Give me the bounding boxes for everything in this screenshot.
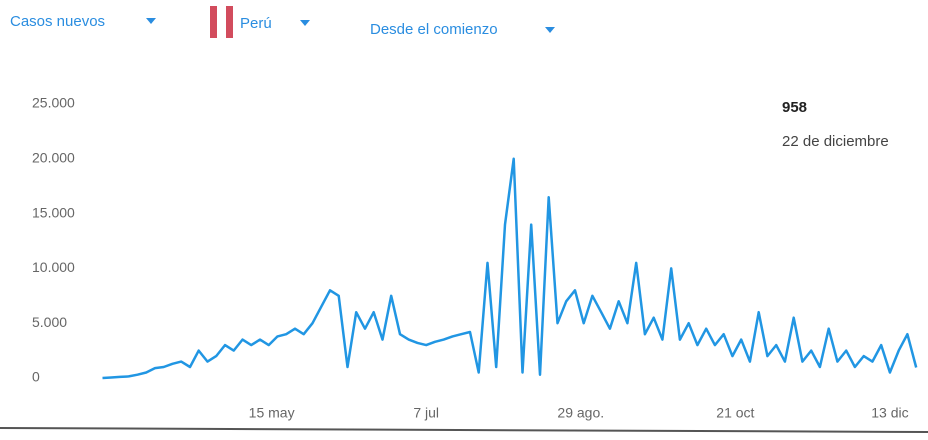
annotation-value: 958: [782, 99, 807, 116]
flag-stripe: [217, 6, 226, 38]
y-tick-label: 10.000: [32, 259, 75, 275]
x-tick-label: 15 may: [249, 405, 295, 421]
y-tick-label: 20.000: [32, 150, 75, 166]
dropdown-arrow: [300, 20, 310, 26]
flag-stripe: [226, 6, 233, 38]
x-tick-label: 13 dic: [871, 405, 908, 421]
country-label: Perú: [240, 15, 272, 32]
metric-label: Casos nuevos: [10, 13, 105, 30]
x-tick-label: 7 jul: [413, 405, 439, 421]
period-dropdown[interactable]: Desde el comienzo: [370, 21, 555, 38]
x-tick-label: 21 oct: [716, 405, 754, 421]
series-line: [102, 157, 918, 380]
flag-stripe: [210, 6, 217, 38]
y-tick-label: 25.000: [32, 95, 75, 111]
y-tick-label: 5.000: [32, 314, 67, 330]
annotation-date: 22 de diciembre: [782, 133, 889, 150]
country-dropdown[interactable]: Perú: [210, 6, 310, 38]
y-tick-label: 0: [32, 369, 40, 385]
x-tick-label: 29 ago.: [557, 405, 604, 421]
dropdown-arrow: [545, 27, 555, 33]
scan-edge: [0, 427, 928, 433]
period-label: Desde el comienzo: [370, 21, 498, 38]
metric-dropdown[interactable]: Casos nuevos: [10, 13, 156, 30]
y-tick-label: 15.000: [32, 204, 75, 220]
dropdown-arrow: [146, 18, 156, 24]
